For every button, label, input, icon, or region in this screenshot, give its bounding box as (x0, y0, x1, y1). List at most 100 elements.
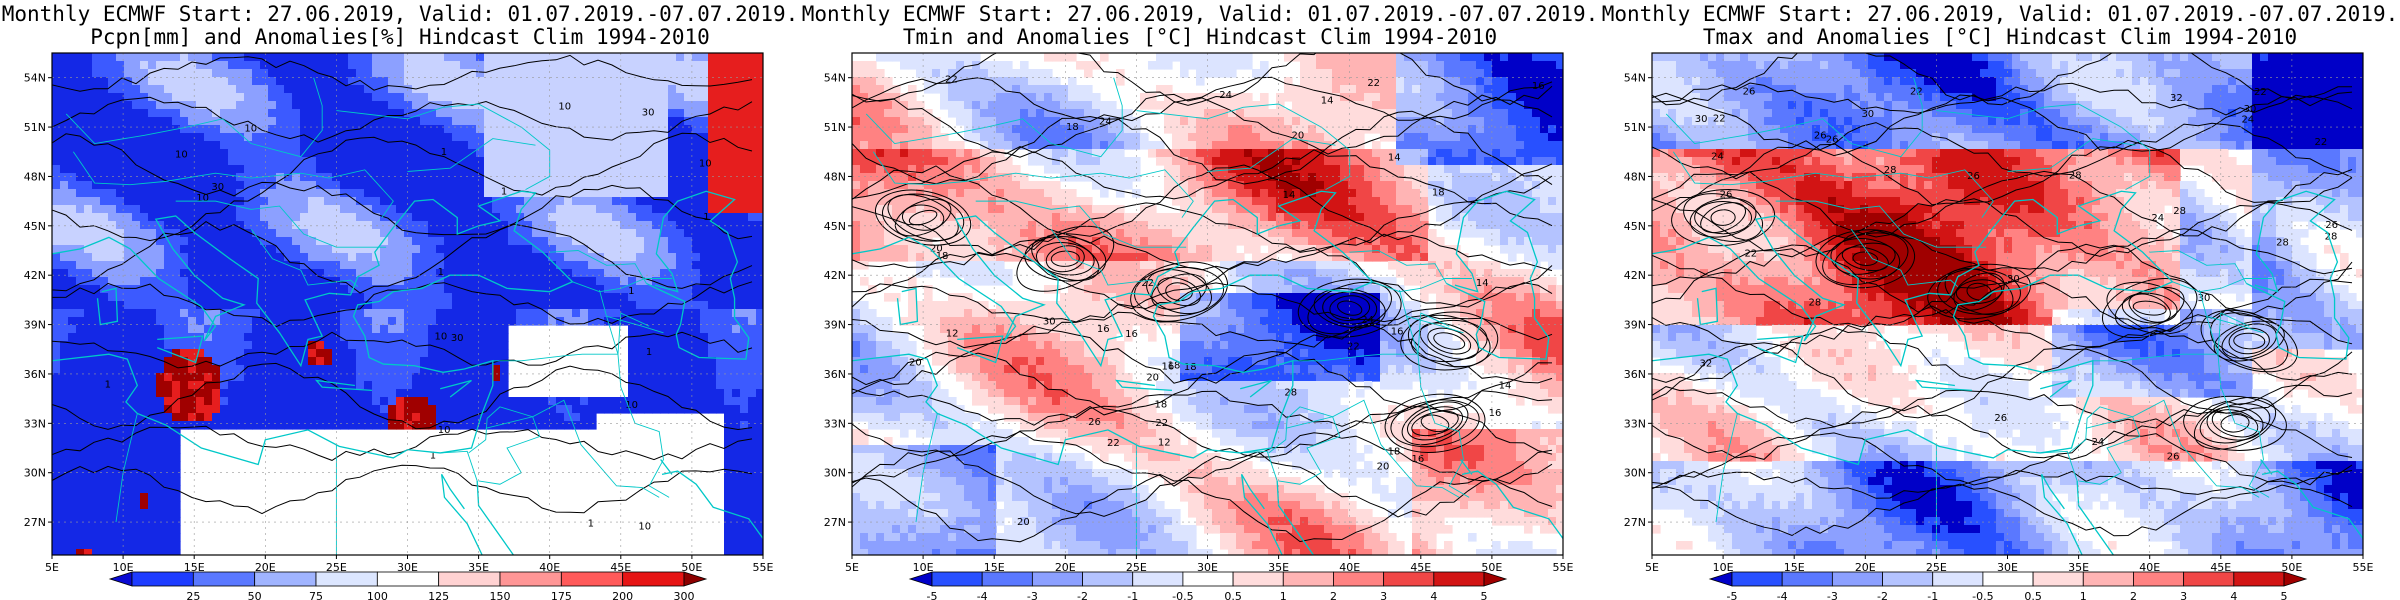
contour-label: 14 (1283, 190, 1296, 201)
coastlines (852, 190, 1563, 555)
contour-label: 1 (501, 187, 507, 198)
colorbar-label: -5 (927, 590, 938, 600)
lon-tick-label: 50E (681, 561, 702, 574)
contour-label: 1 (105, 379, 111, 390)
colorbar-swatch (2133, 571, 2185, 587)
contour-label: 1 (441, 147, 447, 158)
lat-tick-label: 27N (824, 516, 846, 529)
contour-label: 30 (1695, 114, 1708, 125)
contour-label: 16 (1391, 327, 1404, 338)
coastlines (1652, 190, 2363, 555)
lon-tick-label: 30E (1197, 561, 1218, 574)
contour-label: 26 (1743, 87, 1756, 98)
lat-tick-label: 39N (824, 319, 846, 332)
contour-label: 28 (2276, 238, 2289, 249)
lat-tick-label: 30N (1624, 467, 1646, 480)
contour-label: 14 (1499, 381, 1512, 392)
lat-tick-label: 42N (1624, 269, 1646, 282)
colorbar-label: 4 (2230, 590, 2237, 600)
contour-label: 14 (1476, 278, 1489, 289)
lat-tick-label: 33N (824, 417, 846, 430)
lon-tick-label: 55E (2353, 561, 2374, 574)
colorbar-arrow-left (908, 571, 933, 587)
contour-lines (52, 54, 753, 515)
colorbar-label: 100 (367, 590, 388, 600)
contour-label: 16 (1125, 329, 1138, 340)
colorbar-label: -2 (1877, 590, 1888, 600)
lon-tick-label: 40E (2139, 561, 2160, 574)
colorbar-label: 150 (490, 590, 511, 600)
contour-label: 20 (930, 243, 943, 254)
lon-tick-label: 30E (1997, 561, 2018, 574)
colorbar-arrow-right (1483, 571, 1508, 587)
panel-title-line1: Monthly ECMWF Start: 27.06.2019, Valid: … (1, 2, 799, 26)
contour-label: 22 (2254, 87, 2267, 98)
contour-label: 18 (1168, 360, 1181, 371)
contour-label: 24 (1711, 152, 1724, 163)
colorbar-label: -3 (1827, 590, 1838, 600)
contour-label: 22 (1744, 248, 1757, 259)
contour-label: 14 (1321, 96, 1334, 107)
colorbar-swatch (622, 571, 685, 587)
contour-label: 22 (2315, 137, 2328, 148)
contour-label: 16 (1532, 81, 1545, 92)
colorbar-label: 200 (612, 590, 633, 600)
colorbar-swatch (1831, 571, 1883, 587)
lon-tick-label: 55E (1553, 561, 1574, 574)
colorbar-arrow-right (683, 571, 708, 587)
colorbar-label: -5 (1727, 590, 1738, 600)
lat-tick-label: 33N (24, 417, 46, 430)
contour-label: 26 (2325, 220, 2338, 231)
contour-label: 28 (2173, 206, 2186, 217)
colorbar-swatch (1433, 571, 1485, 587)
colorbar-swatch (2032, 571, 2084, 587)
contour-label: 22 (1347, 341, 1360, 352)
contour-label: 1 (703, 212, 709, 223)
lat-tick-label: 33N (1624, 417, 1646, 430)
lat-tick-label: 48N (1624, 170, 1646, 183)
colorbar-swatch (1082, 571, 1134, 587)
lon-tick-label: 10E (913, 561, 934, 574)
graticule (1652, 53, 2363, 555)
lat-tick-label: 51N (824, 121, 846, 134)
contour-label: 12 (1158, 438, 1171, 449)
contour-label: 1 (430, 450, 436, 461)
contour-label: 22 (1910, 87, 1923, 98)
colorbar-label: 4 (1430, 590, 1437, 600)
colorbar-label: 0.5 (2024, 590, 2042, 600)
lon-tick-label: 50E (1481, 561, 1502, 574)
contour-label: 20 (1377, 462, 1390, 473)
lon-tick-label: 15E (984, 561, 1005, 574)
colorbar-swatch (192, 571, 256, 587)
map-field: 1414141616181616182022181618201820141612… (852, 53, 1563, 555)
map-canvas: 10101010101030301010111111103011154N51N4… (24, 52, 774, 600)
colorbar-swatch (1982, 571, 2034, 587)
colorbar-label: -1 (1127, 590, 1138, 600)
lat-tick-label: 27N (1624, 516, 1646, 529)
contour-label: 22 (1155, 418, 1168, 429)
colorbar-swatch (1882, 571, 1934, 587)
contour-label: 10 (438, 425, 451, 436)
axis-labels: 54N 51N 48N 45N 42N 39N 36N 33N 30N 27N 5E 10E 15E 20… (824, 72, 1574, 574)
graticule (852, 53, 1563, 555)
contour-label: 1 (588, 519, 594, 530)
contour-label: 16 (1411, 454, 1424, 465)
lat-tick-label: 42N (24, 269, 46, 282)
country-borders (65, 77, 672, 555)
contour-label: 20 (909, 358, 922, 369)
contour-label: 20 (1017, 517, 1030, 528)
contour-label: 24 (2241, 115, 2254, 126)
contour-label: 10 (558, 102, 571, 113)
colorbar-label: -2 (1077, 590, 1088, 600)
contour-label: 26 (1994, 413, 2007, 424)
contour-label: 26 (1967, 171, 1980, 182)
colorbar-swatch (1383, 571, 1435, 587)
lat-tick-label: 36N (24, 368, 46, 381)
contour-label: 12 (946, 329, 959, 340)
coastlines (52, 190, 763, 555)
lon-tick-label: 20E (1855, 561, 1876, 574)
contour-label: 24 (1099, 116, 1112, 127)
contour-label: 10 (638, 521, 651, 532)
map-field: 2222242226242826262826242630222830322628… (1652, 53, 2363, 555)
contour-label: 26 (1826, 134, 1839, 145)
